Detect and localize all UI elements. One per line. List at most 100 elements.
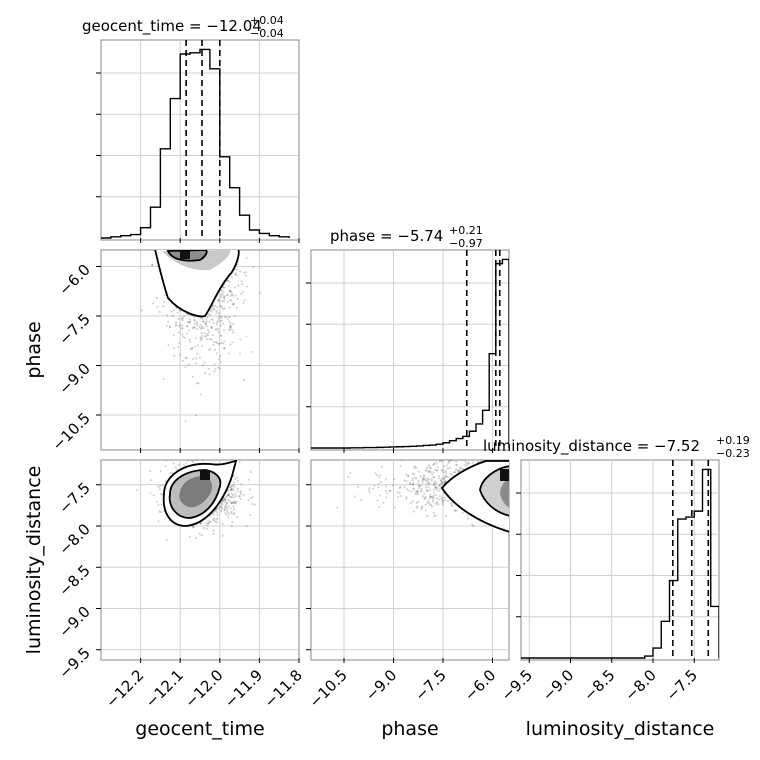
scatter-point xyxy=(368,491,371,494)
scatter-point xyxy=(213,341,216,344)
title-luminosity-distance: luminosity_distance = −7.52 xyxy=(483,437,700,456)
scatter-point xyxy=(174,324,177,327)
scatter-point xyxy=(160,493,163,496)
scatter-point xyxy=(438,487,442,491)
scatter-point xyxy=(187,363,190,366)
scatter-point xyxy=(211,305,214,308)
scatter-point xyxy=(241,291,244,294)
scatter-point xyxy=(236,490,239,493)
scatter-point xyxy=(417,470,420,473)
scatter-point xyxy=(245,256,248,260)
scatter-point xyxy=(184,420,187,423)
scatter-point xyxy=(432,494,435,497)
scatter-point xyxy=(425,488,428,491)
scatter-point xyxy=(233,512,236,515)
scatter-point xyxy=(188,338,191,341)
scatter-point xyxy=(217,299,221,302)
scatter-point xyxy=(428,464,431,467)
scatter-point xyxy=(444,479,447,482)
scatter-point xyxy=(221,534,224,537)
scatter-point xyxy=(242,271,246,274)
y-tick-label: −8.0 xyxy=(55,520,93,558)
scatter-point xyxy=(380,465,383,468)
scatter-point xyxy=(159,485,162,488)
scatter-point xyxy=(368,487,371,490)
scatter-point xyxy=(190,460,194,462)
scatter-point xyxy=(247,499,250,502)
scatter-point xyxy=(230,501,233,505)
scatter-point xyxy=(212,513,215,516)
scatter-point xyxy=(199,522,202,525)
scatter-point xyxy=(228,298,232,302)
scatter-point xyxy=(233,481,236,484)
scatter-point xyxy=(434,486,437,489)
scatter-point xyxy=(242,379,246,382)
scatter-point xyxy=(236,516,239,519)
scatter-point xyxy=(204,321,207,324)
scatter-point xyxy=(224,504,227,507)
scatter-point xyxy=(504,456,506,458)
scatter-point xyxy=(408,482,412,486)
scatter-point xyxy=(440,477,443,480)
scatter-point xyxy=(421,505,424,508)
histogram-phase xyxy=(311,258,509,449)
scatter-point xyxy=(230,501,233,504)
scatter-point xyxy=(426,514,429,517)
scatter-point xyxy=(221,292,224,295)
scatter-point xyxy=(393,506,396,509)
scatter-point xyxy=(171,315,174,318)
scatter-point xyxy=(428,470,431,473)
scatter-point xyxy=(450,502,453,505)
scatter-point xyxy=(398,455,400,457)
title-geocent-time-plus: +0.04 xyxy=(250,14,284,27)
title-luminosity-distance-minus: −0.23 xyxy=(716,447,750,460)
scatter-point xyxy=(238,461,241,464)
scatter-point xyxy=(173,354,176,357)
scatter-point xyxy=(446,499,449,503)
grid-hist-phase xyxy=(311,250,509,448)
scatter-point xyxy=(464,460,467,463)
scatter-point xyxy=(428,489,431,492)
scatter-point xyxy=(204,317,207,320)
scatter-point xyxy=(157,503,160,507)
scatter-point xyxy=(229,343,232,346)
title-phase: phase = −5.74 xyxy=(330,227,443,245)
scatter-point xyxy=(412,487,415,490)
scatter-point xyxy=(438,484,441,487)
scatter-point xyxy=(463,464,466,467)
scatter-point xyxy=(445,475,449,478)
scatter-point xyxy=(230,293,234,296)
scatter-point xyxy=(226,294,229,297)
scatter-point xyxy=(216,517,219,520)
scatter-point xyxy=(429,493,432,497)
scatter-point xyxy=(223,315,226,318)
x-axis-label-phase: phase xyxy=(381,718,438,740)
scatter-point xyxy=(165,539,168,542)
scatter-point xyxy=(236,476,239,479)
scatter-point xyxy=(245,271,248,274)
scatter-point xyxy=(156,305,159,309)
scatter-point xyxy=(218,367,221,370)
scatter-point xyxy=(135,488,139,492)
scatter-point xyxy=(409,502,412,505)
scatter-point xyxy=(233,500,236,503)
panel-scatter-phase-vs-geocent-time xyxy=(96,249,300,453)
scatter-point xyxy=(398,487,401,490)
scatter-point xyxy=(419,484,422,487)
scatter-point xyxy=(423,492,426,496)
scatter-point xyxy=(444,472,447,475)
scatter-point xyxy=(222,308,225,311)
scatter-point xyxy=(247,478,250,481)
scatter-point xyxy=(224,498,227,501)
scatter-point xyxy=(194,345,197,348)
scatter-point xyxy=(357,485,360,488)
scatter-point xyxy=(183,464,186,467)
scatter-point xyxy=(223,307,226,310)
scatter-point xyxy=(149,492,152,495)
scatter-point xyxy=(220,502,223,505)
scatter-point xyxy=(215,323,219,326)
scatter-point xyxy=(157,485,160,488)
density-contours-phase-vs-geocent-time xyxy=(154,250,240,318)
scatter-point xyxy=(417,479,420,482)
scatter-point xyxy=(220,506,224,509)
